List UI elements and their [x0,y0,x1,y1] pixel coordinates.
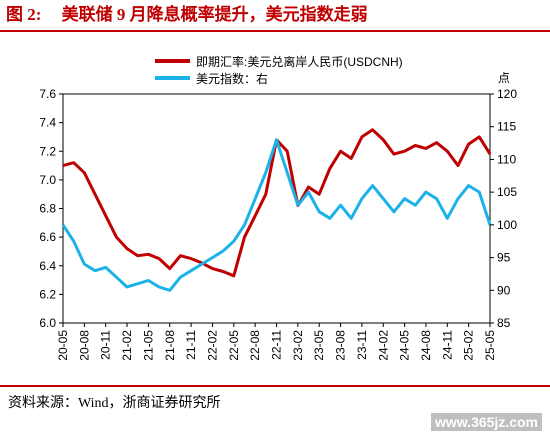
x-axis-tick-label: 21-05 [141,330,155,361]
right-axis-tick-label: 90 [497,283,511,297]
right-axis-tick-label: 110 [497,152,516,166]
left-axis-tick-label: 6.6 [39,230,56,244]
left-axis-tick-label: 7.4 [39,116,56,130]
x-axis-tick-label: 23-08 [334,330,348,361]
watermark-logo: www.365jz.com [431,413,542,431]
x-axis-tick-label: 24-08 [419,330,433,361]
left-axis-tick-label: 7.0 [39,173,56,187]
legend-label-0: 即期汇率:美元兑离岸人民币(USDCNH) [196,54,403,69]
right-axis-tick-label: 105 [497,185,517,199]
plot-area [62,93,491,324]
x-axis-tick-label: 24-02 [376,330,390,361]
x-axis-tick-label: 22-05 [227,330,241,361]
right-axis-tick-label: 95 [497,251,511,265]
right-axis-tick-label: 85 [497,316,511,330]
x-axis-tick-label: 24-11 [440,330,454,360]
right-axis-unit: 点 [498,71,510,85]
x-axis-tick-label: 20-05 [56,330,70,361]
x-axis-tick-label: 23-02 [291,330,305,361]
x-axis-tick-label: 22-11 [270,330,284,360]
figure-title: 图 2: 美联储 9 月降息概率提升，美元指数走弱 [0,0,550,30]
source-note: 资料来源：Wind，浙商证券研究所 [8,396,221,411]
series-line-1 [61,138,492,292]
x-axis-tick-label: 22-02 [205,330,219,361]
right-axis-tick-label: 115 [497,120,516,134]
x-axis-tick-label: 21-08 [163,330,177,361]
x-axis-tick-label: 23-05 [312,330,326,361]
chart: 6.0 6.2 6.4 6.6 6.8 7.0 7.2 7.4 7.6 85 90 95 100 105 1… [39,54,517,361]
left-axis-tick-label: 7.6 [39,87,56,101]
figure-title-text: 美联储 9 月降息概率提升，美元指数走弱 [61,5,368,24]
legend-label-1: 美元指数：右 [196,71,268,86]
x-axis-tick-label: 21-11 [184,330,198,360]
x-axis-tick-label: 25-05 [483,330,497,361]
x-axis-tick-label: 22-08 [248,330,262,361]
x-axis-tick-label: 20-11 [99,330,113,360]
right-axis-tick-label: 120 [497,87,517,101]
left-axis-tick-label: 6.2 [39,287,56,301]
x-axis-tick-label: 23-11 [355,330,369,360]
left-axis-tick-label: 6.8 [39,202,56,216]
right-axis-tick-label: 100 [497,218,517,232]
series-line-0 [62,128,492,278]
x-axis-tick-label: 21-02 [120,330,134,361]
figure-number: 图 2: [6,5,42,24]
x-axis-tick-label: 24-05 [398,330,412,361]
x-axis-tick-label: 25-02 [462,330,476,361]
bottom-rule [0,385,550,387]
x-axis-tick-label: 20-08 [77,330,91,361]
left-axis-tick-label: 7.2 [39,144,56,158]
left-axis-tick-label: 6.0 [39,316,56,330]
left-axis-tick-label: 6.4 [39,259,56,273]
title-rule [0,30,550,32]
